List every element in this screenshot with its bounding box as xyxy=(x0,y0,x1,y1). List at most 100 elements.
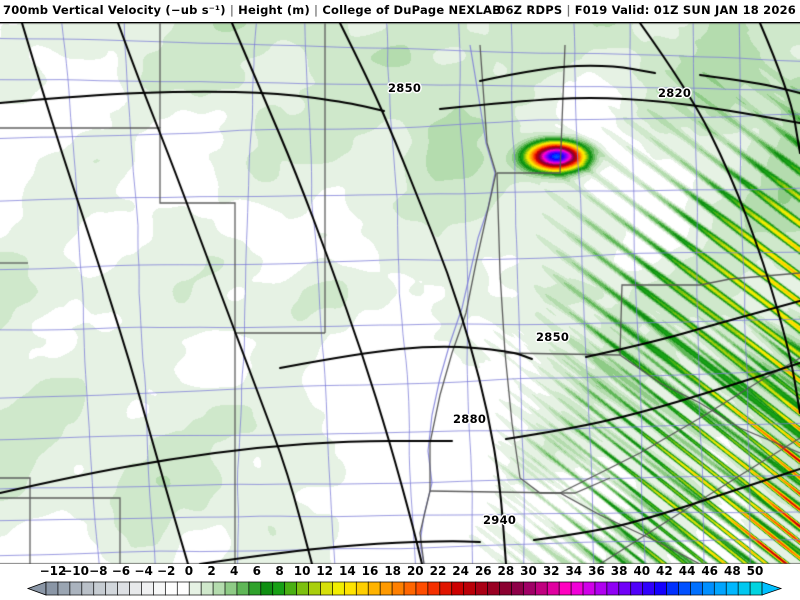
colorbar-swatch xyxy=(272,581,286,596)
colorbar-swatch xyxy=(260,581,274,596)
colorbar-tick-0: 0 xyxy=(184,564,194,578)
colorbar-swatch xyxy=(367,581,381,596)
colorbar-tick-30: 30 xyxy=(520,564,537,578)
colorbar-tick-48: 48 xyxy=(724,564,741,578)
colorbar-swatch xyxy=(606,581,620,596)
colorbar-under-arrow xyxy=(26,581,47,596)
colorbar-tick-4: 4 xyxy=(230,564,239,578)
colorbar-tick-22: 22 xyxy=(429,564,447,578)
header-separator-3: | xyxy=(566,3,571,17)
colorbar-tick-labels: −12 −10 −8 −6 −4 −2 0 2 4 6 8 10 12 14 16 18 20 22 24 26 28 3… xyxy=(0,564,800,580)
colorbar-swatch xyxy=(570,581,584,596)
colorbar-swatch xyxy=(117,581,131,596)
colorbar-tick--10: −10 xyxy=(62,564,89,578)
colorbar-swatch xyxy=(487,581,501,596)
colorbar-swatch xyxy=(343,581,358,596)
header-model-run-label: 06Z RDPS xyxy=(497,3,563,17)
colorbar-swatch xyxy=(582,581,596,596)
colorbar-swatch xyxy=(93,581,107,596)
header-right-text: 06Z RDPS | F019 Valid: 01Z SUN JAN 18 2026 xyxy=(497,3,796,17)
header-forecast-hour-label: F019 xyxy=(574,3,608,17)
colorbar-swatch xyxy=(463,581,477,596)
colorbar-swatch xyxy=(176,581,190,596)
colorbar-swatch xyxy=(212,581,226,596)
colorbar-swatch xyxy=(320,581,334,596)
colorbar-tick-20: 20 xyxy=(406,564,424,578)
header-valid-time-label: Valid: 01Z SUN JAN 18 2026 xyxy=(611,3,796,17)
header-separator-1: | xyxy=(229,3,235,17)
contour-label-2850-2: 2850 xyxy=(536,330,570,344)
colorbar-swatch xyxy=(355,581,369,596)
colorbar-swatch xyxy=(678,581,692,596)
vertical-velocity-field xyxy=(0,23,800,564)
header-source-label: College of DuPage NEXLAB xyxy=(322,3,502,17)
colorbar-swatch xyxy=(427,581,441,596)
colorbar-swatch xyxy=(439,581,453,596)
colorbar-swatch xyxy=(618,581,632,596)
contour-label-2820-1: 2820 xyxy=(658,86,692,100)
colorbar-swatch xyxy=(749,581,763,596)
colorbar-swatch xyxy=(725,581,739,596)
colorbar-tick-40: 40 xyxy=(633,564,651,578)
contour-label-2850-0: 2850 xyxy=(388,81,422,95)
colorbar-swatch xyxy=(403,581,417,596)
colorbar-swatch xyxy=(224,581,238,596)
colorbar-tick--8: −8 xyxy=(89,564,108,578)
colorbar-tick-32: 32 xyxy=(542,564,560,578)
colorbar-swatch xyxy=(236,581,250,596)
colorbar-swatch xyxy=(188,581,202,596)
colorbar-tick-2: 2 xyxy=(207,564,216,578)
colorbar-tick--2: −2 xyxy=(156,564,176,578)
colorbar-tick-12: 12 xyxy=(316,564,334,578)
colorbar-tick-26: 26 xyxy=(474,564,492,578)
colorbar-swatch xyxy=(415,581,429,596)
colorbar-swatch xyxy=(630,581,644,596)
colorbar-tick-16: 16 xyxy=(361,564,379,578)
colorbar-tick-34: 34 xyxy=(565,564,583,578)
colorbar-tick-28: 28 xyxy=(497,564,515,578)
colorbar-swatch xyxy=(391,581,405,596)
colorbar-swatch xyxy=(451,581,465,596)
colorbar-tick-10: 10 xyxy=(293,564,311,578)
colorbar-swatch xyxy=(713,581,727,596)
colorbar-tick--4: −4 xyxy=(134,564,153,578)
colorbar-swatch xyxy=(654,581,668,596)
contour-label-2940-4: 2940 xyxy=(483,513,517,527)
colorbar-swatch xyxy=(141,581,155,596)
colorbar-tick-36: 36 xyxy=(588,564,605,578)
colorbar-swatch xyxy=(594,581,608,596)
colorbar-swatch xyxy=(475,581,489,596)
colorbar-swatch xyxy=(546,581,560,596)
colorbar-swatch xyxy=(332,581,346,596)
colorbar-swatch xyxy=(642,581,656,596)
colorbar-tick-42: 42 xyxy=(656,564,673,578)
colorbar-swatch xyxy=(690,581,704,596)
colorbar-swatch xyxy=(284,581,298,596)
colorbar-swatch xyxy=(522,581,537,596)
colorbar-swatch xyxy=(164,581,179,596)
header-field2-label: Height (m) xyxy=(238,3,310,17)
colorbar-swatch xyxy=(69,581,83,596)
header-left-text: 700mb Vertical Velocity (−ub s⁻¹) | Height… xyxy=(3,3,501,17)
map-panel[interactable]: 2850 2820 2850 2880 2940 xyxy=(0,22,800,565)
colorbar-tick-38: 38 xyxy=(610,564,628,578)
colorbar-swatch xyxy=(57,581,71,596)
colorbar-panel: −12 −10 −8 −6 −4 −2 0 2 4 6 8 10 12 14 16 18 20 22 24 26 28 3… xyxy=(0,564,800,600)
colorbar-tick-24: 24 xyxy=(452,564,469,578)
colorbar-swatch-strip[interactable] xyxy=(0,581,800,596)
header-separator-2: | xyxy=(313,3,319,17)
colorbar-swatch xyxy=(308,581,322,596)
colorbar-swatch xyxy=(81,581,95,596)
colorbar-tick-6: 6 xyxy=(252,564,261,578)
colorbar-swatch xyxy=(499,581,513,596)
colorbar-tick-14: 14 xyxy=(339,564,356,578)
colorbar-swatch xyxy=(534,581,548,596)
colorbar-swatch xyxy=(666,581,680,596)
colorbar-tick-50: 50 xyxy=(746,564,764,578)
colorbar-tick-44: 44 xyxy=(678,564,696,578)
colorbar-swatch xyxy=(737,581,751,596)
colorbar-swatch xyxy=(701,581,716,596)
colorbar-tick--6: −6 xyxy=(111,564,131,578)
colorbar-tick-46: 46 xyxy=(701,564,719,578)
